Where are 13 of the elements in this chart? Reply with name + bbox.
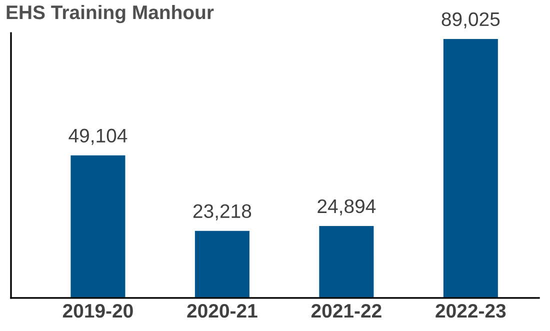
x-tick-label: 2021-22: [311, 304, 382, 318]
x-tick-label: 2022-23: [436, 304, 506, 318]
bar: [69, 154, 127, 298]
data-label: 23,218: [193, 204, 252, 220]
data-label: 89,025: [442, 12, 500, 28]
bar: [194, 230, 251, 298]
x-tick-label: 2020-21: [187, 304, 258, 318]
data-label: 49,104: [68, 128, 128, 145]
bar: [442, 38, 500, 298]
chart-title: EHS Training Manhour: [6, 4, 214, 24]
data-label: 24,894: [318, 199, 376, 216]
x-tick-label: 2019-20: [62, 304, 133, 318]
bar: [318, 224, 376, 298]
